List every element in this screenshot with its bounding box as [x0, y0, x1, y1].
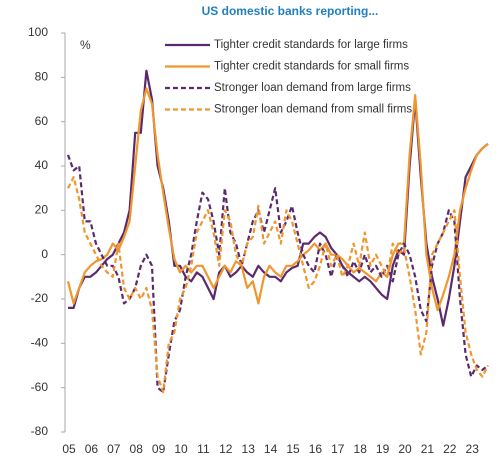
y-tick-label: -60: [31, 380, 49, 394]
y-tick-label: 100: [28, 25, 48, 39]
x-tick-label: 14: [264, 442, 278, 456]
x-tick-label: 13: [242, 442, 256, 456]
y-tick-label: 60: [35, 114, 49, 128]
y-tick-label: 20: [35, 203, 49, 217]
x-tick-label: 16: [309, 442, 323, 456]
legend-label: Stronger loan demand from large firms: [214, 82, 411, 94]
y-tick-label: -80: [31, 424, 49, 438]
x-tick-label: 22: [443, 442, 457, 456]
x-tick-label: 17: [331, 442, 345, 456]
series-line: [66, 154, 489, 394]
x-tick-label: 06: [85, 442, 99, 456]
unit-label: %: [80, 38, 91, 52]
x-tick-label: 10: [174, 442, 188, 456]
y-tick-label: 40: [35, 158, 49, 172]
x-tick-label: 21: [421, 442, 435, 456]
y-tick-label: -40: [31, 336, 49, 350]
x-tick-label: 09: [152, 442, 166, 456]
legend-label: Tighter credit standards for small firms: [214, 61, 409, 73]
y-tick-label: -20: [31, 291, 49, 305]
x-tick-label: 11: [197, 442, 210, 456]
legend-label: Tighter credit standards for large firms: [214, 39, 408, 51]
series-line: [66, 87, 489, 312]
y-tick-label: 80: [35, 70, 49, 84]
legend-label: Stronger loan demand from small firms: [214, 104, 412, 116]
y-tick-label: 0: [41, 247, 48, 261]
x-tick-label: 19: [376, 442, 390, 456]
x-tick-label: 12: [219, 442, 233, 456]
chart-title: US domestic banks reporting...: [202, 4, 379, 18]
x-tick-label: 05: [62, 442, 76, 456]
x-tick-label: 08: [130, 442, 144, 456]
x-tick-label: 20: [398, 442, 412, 456]
x-tick-label: 18: [354, 442, 368, 456]
x-tick-label: 07: [107, 442, 121, 456]
x-tick-label: 23: [466, 442, 480, 456]
x-tick-label: 15: [286, 442, 300, 456]
